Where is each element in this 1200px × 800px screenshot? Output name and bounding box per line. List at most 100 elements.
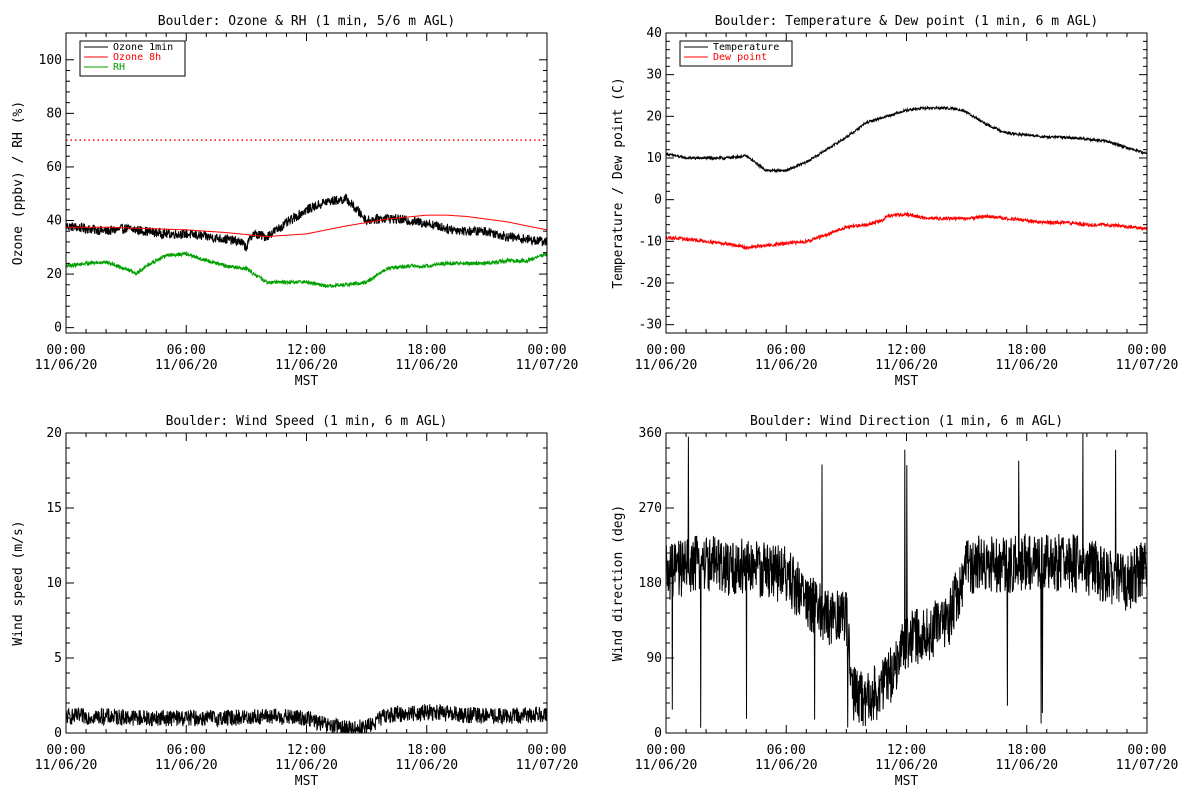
y-tick-label: 20	[646, 109, 662, 124]
x-tick-label-date: 11/06/20	[35, 358, 98, 373]
x-tick-label-time: 00:00	[46, 343, 85, 358]
x-tick-label-time: 00:00	[1127, 743, 1166, 758]
y-axis-label: Wind speed (m/s)	[11, 520, 26, 645]
y-tick-label: 100	[39, 53, 62, 68]
x-axis-label: MST	[895, 374, 919, 389]
x-tick-label-time: 00:00	[527, 743, 566, 758]
x-tick-label-time: 06:00	[167, 743, 206, 758]
x-tick-label-date: 11/06/20	[635, 758, 698, 773]
x-tick-label-date: 11/06/20	[875, 758, 938, 773]
series-group	[666, 433, 1147, 728]
y-tick-label: 360	[639, 426, 662, 441]
chart-title: Boulder: Wind Speed (1 min, 6 m AGL)	[166, 414, 448, 429]
y-tick-label: 0	[654, 193, 662, 208]
x-tick-label-date: 11/07/20	[516, 758, 579, 773]
y-axis-label: Ozone (ppbv) / RH (%)	[11, 101, 26, 265]
x-tick-label-time: 12:00	[287, 343, 326, 358]
y-tick-label: 15	[46, 501, 62, 516]
y-tick-label: 40	[646, 26, 662, 41]
x-tick-label-date: 11/06/20	[395, 358, 458, 373]
x-tick-label-time: 18:00	[1007, 343, 1046, 358]
x-tick-label-time: 18:00	[407, 743, 446, 758]
x-tick-label-time: 00:00	[646, 343, 685, 358]
series-group	[666, 105, 1147, 251]
y-tick-label: -30	[639, 318, 662, 333]
x-tick-label-date: 11/07/20	[516, 358, 579, 373]
y-tick-label: 20	[46, 426, 62, 441]
legend-label: RH	[113, 62, 125, 73]
series-group	[66, 703, 547, 733]
y-tick-label: 30	[646, 68, 662, 83]
x-tick-label-time: 12:00	[887, 343, 926, 358]
y-axis-label: Temperature / Dew point (C)	[611, 77, 626, 288]
y-tick-label: 0	[654, 726, 662, 741]
x-tick-label-time: 18:00	[1007, 743, 1046, 758]
x-tick-label-date: 11/06/20	[635, 358, 698, 373]
chart-title: Boulder: Temperature & Dew point (1 min,…	[715, 14, 1099, 29]
chart-panel-temp_dew: Boulder: Temperature & Dew point (1 min,…	[611, 14, 1178, 389]
y-tick-label: 5	[54, 651, 62, 666]
legend-label: Ozone 1min	[113, 42, 173, 53]
x-tick-label-date: 11/06/20	[995, 358, 1058, 373]
x-tick-label-date: 11/06/20	[995, 758, 1058, 773]
x-tick-label-date: 11/06/20	[755, 358, 818, 373]
x-tick-label-time: 12:00	[287, 743, 326, 758]
x-tick-label-date: 11/06/20	[155, 358, 218, 373]
series-line-rh	[66, 250, 547, 289]
legend-label: Temperature	[713, 42, 779, 53]
x-tick-label-time: 00:00	[46, 743, 85, 758]
x-tick-label-time: 06:00	[767, 343, 806, 358]
y-tick-label: 80	[46, 106, 62, 121]
y-tick-label: 10	[46, 576, 62, 591]
x-tick-label-time: 00:00	[1127, 343, 1166, 358]
y-tick-label: 60	[46, 160, 62, 175]
plot-frame	[65, 32, 548, 334]
x-axis-label: MST	[295, 774, 319, 789]
y-tick-label: 20	[46, 267, 62, 282]
plot-frame	[65, 432, 548, 734]
y-tick-label: -10	[639, 234, 662, 249]
x-axis-label: MST	[895, 774, 919, 789]
chart-panel-wind_dir: Boulder: Wind Direction (1 min, 6 m AGL)…	[611, 414, 1178, 789]
y-axis-label: Wind direction (deg)	[611, 505, 626, 662]
chart-panel-wind_speed: Boulder: Wind Speed (1 min, 6 m AGL) 0 5 10…	[11, 414, 578, 789]
series-line-data	[66, 703, 547, 733]
x-tick-label-date: 11/06/20	[35, 758, 98, 773]
y-tick-label: 90	[646, 651, 662, 666]
legend-box	[679, 40, 793, 67]
series-group	[66, 139, 547, 289]
y-tick-label: 270	[639, 501, 662, 516]
legend-label: Ozone 8h	[113, 52, 161, 63]
y-tick-label: 180	[639, 576, 662, 591]
x-tick-label-time: 06:00	[167, 343, 206, 358]
series-line-ozone-8h	[66, 214, 547, 238]
x-tick-label-date: 11/06/20	[875, 358, 938, 373]
x-tick-label-date: 11/06/20	[395, 758, 458, 773]
x-tick-label-date: 11/06/20	[155, 758, 218, 773]
chart-title: Boulder: Wind Direction (1 min, 6 m AGL)	[750, 414, 1063, 429]
chart-panel-ozone_rh: Boulder: Ozone & RH (1 min, 5/6 m AGL) 0 2…	[11, 14, 578, 389]
y-tick-label: 0	[54, 726, 62, 741]
x-tick-label-time: 18:00	[407, 343, 446, 358]
x-tick-label-time: 06:00	[767, 743, 806, 758]
plot-frame	[665, 32, 1148, 334]
y-tick-label: 0	[54, 321, 62, 336]
chart-title: Boulder: Ozone & RH (1 min, 5/6 m AGL)	[158, 14, 455, 29]
series-line-ozone-1min	[66, 193, 547, 252]
legend-label: Dew point	[713, 52, 767, 63]
y-tick-label: 40	[46, 214, 62, 229]
x-tick-label-date: 11/06/20	[275, 358, 338, 373]
x-tick-label-date: 11/07/20	[1116, 358, 1179, 373]
x-tick-label-time: 00:00	[646, 743, 685, 758]
x-axis-label: MST	[295, 374, 319, 389]
series-line-dew-point	[666, 211, 1147, 251]
series-line-data	[666, 433, 1147, 728]
x-tick-label-time: 12:00	[887, 743, 926, 758]
y-tick-label: 10	[646, 151, 662, 166]
x-tick-label-time: 00:00	[527, 343, 566, 358]
x-tick-label-date: 11/06/20	[275, 758, 338, 773]
x-tick-label-date: 11/07/20	[1116, 758, 1179, 773]
